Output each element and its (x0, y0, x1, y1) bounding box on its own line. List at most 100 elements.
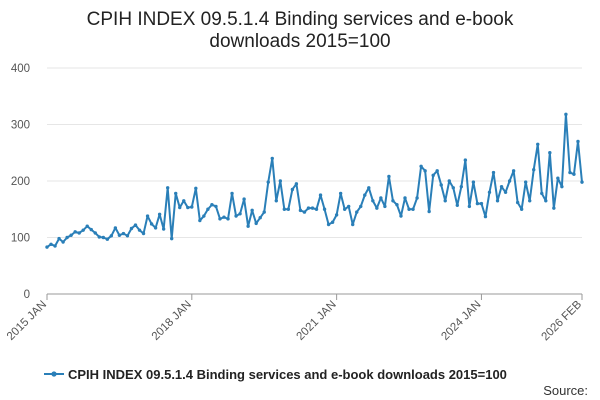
data-point (306, 206, 311, 210)
data-point (367, 186, 371, 190)
data-point (403, 196, 407, 200)
data-point (274, 199, 278, 203)
data-point (258, 216, 262, 220)
data-point (564, 112, 568, 117)
data-point (218, 217, 222, 221)
data-point (77, 231, 81, 235)
data-point (483, 214, 488, 219)
y-axis-tick-labels: 0 100 200 300 400 (11, 63, 30, 301)
data-point (560, 184, 564, 189)
data-point (383, 204, 387, 209)
data-point (342, 207, 347, 211)
data-point (314, 207, 319, 211)
data-point (49, 242, 53, 246)
legend: CPIH INDEX 09.5.1.4 Binding services and… (44, 367, 507, 382)
data-point (194, 186, 198, 191)
data-point (334, 213, 339, 217)
data-point (266, 180, 270, 184)
legend-marker-symbol (51, 371, 57, 377)
data-point (105, 237, 110, 241)
data-point (198, 218, 202, 223)
y-tick-label: 400 (11, 63, 30, 75)
data-point (338, 191, 343, 196)
y-tick-label: 300 (11, 120, 30, 132)
data-point (455, 203, 459, 207)
series-points (45, 112, 584, 249)
data-point (451, 186, 455, 190)
data-point (81, 228, 85, 232)
data-point (298, 208, 303, 213)
chart-title-line-2: downloads 2015=100 (209, 31, 390, 52)
data-point (375, 206, 379, 210)
data-point (407, 207, 411, 211)
data-point (178, 205, 182, 210)
data-point (379, 196, 383, 200)
data-point (387, 174, 391, 179)
data-point (165, 186, 170, 190)
data-point (97, 235, 101, 239)
data-point (286, 207, 291, 211)
data-point (511, 169, 516, 173)
data-point (419, 164, 423, 169)
data-point (117, 233, 122, 237)
source-label: Source: (543, 383, 588, 398)
x-tick-label: 2021 JAN (295, 299, 339, 343)
data-point (548, 151, 552, 155)
data-point (278, 179, 283, 183)
data-point (246, 224, 250, 228)
data-point (182, 199, 186, 203)
data-point (459, 184, 464, 189)
data-point (447, 179, 451, 183)
data-point (73, 230, 77, 234)
chart-title-line-1: CPIH INDEX 09.5.1.4 Binding services and… (87, 9, 514, 30)
data-point (415, 196, 419, 200)
data-point (238, 212, 242, 216)
data-point (519, 207, 524, 211)
x-tick-label: 2018 JAN (150, 299, 194, 343)
data-point (101, 235, 106, 240)
data-point (294, 182, 299, 186)
data-point (250, 208, 254, 213)
data-point (242, 197, 246, 201)
data-point (572, 172, 576, 176)
data-point (391, 199, 395, 203)
x-tick-label: 2026 FEB (539, 298, 584, 343)
x-tick-label: 2015 JAN (5, 299, 49, 343)
data-point (351, 222, 355, 227)
data-point (157, 212, 162, 217)
data-point (346, 204, 351, 209)
data-point (576, 139, 580, 144)
data-point (318, 193, 323, 197)
data-point (262, 210, 266, 214)
data-point (222, 215, 226, 219)
data-point (137, 228, 142, 232)
data-point (174, 191, 178, 196)
data-point (129, 226, 134, 231)
data-point (125, 234, 130, 238)
data-point (540, 191, 544, 196)
data-point (282, 207, 287, 211)
data-point (89, 227, 93, 232)
data-point (467, 204, 472, 209)
data-point (556, 176, 560, 180)
data-point (355, 210, 359, 214)
data-point (439, 183, 443, 187)
data-point (568, 170, 572, 175)
data-point (499, 184, 504, 189)
y-tick-label: 0 (24, 289, 30, 301)
y-tick-label: 100 (11, 233, 30, 245)
data-point (230, 191, 234, 196)
data-point (93, 231, 97, 235)
data-point (85, 224, 89, 228)
data-point (326, 222, 331, 227)
data-point (302, 210, 307, 214)
data-point (61, 240, 65, 244)
x-axis: 2015 JAN 2018 JAN 2021 JAN 2024 JAN 2026 FEB (5, 293, 584, 343)
data-point (145, 214, 150, 218)
data-point (69, 233, 73, 237)
data-point (290, 187, 295, 192)
data-point (515, 200, 520, 205)
data-point (226, 217, 230, 221)
data-point (427, 209, 431, 214)
